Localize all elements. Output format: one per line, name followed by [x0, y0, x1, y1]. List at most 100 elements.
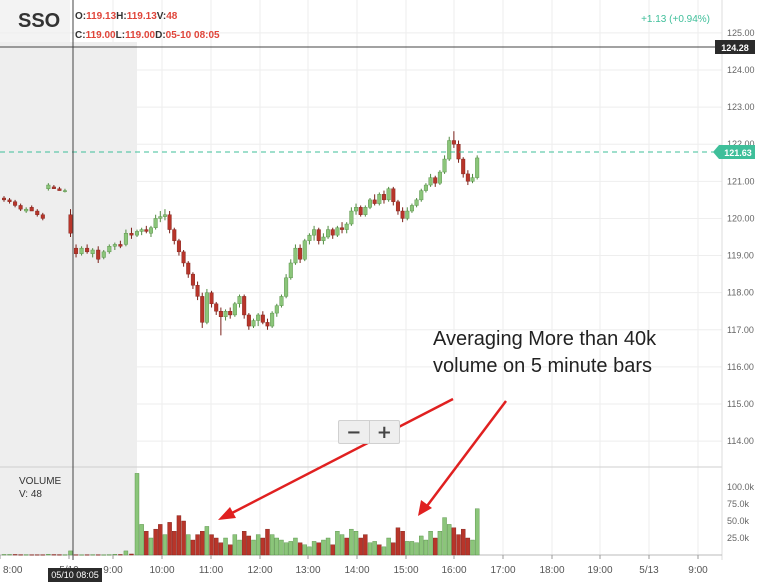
volume-bar: [302, 544, 307, 556]
candle-body: [344, 223, 349, 230]
price-tick-label: 118.00: [727, 288, 754, 298]
candle-body: [242, 296, 247, 316]
time-tick-label: 9:00: [688, 565, 708, 576]
time-tick-label: 12:00: [247, 565, 272, 576]
volume-tick-label: 75.0k: [727, 499, 750, 509]
volume-bar: [237, 539, 242, 556]
volume-bar: [414, 542, 419, 556]
candle-body: [158, 216, 163, 219]
volume-bar: [84, 554, 90, 556]
zoom-out-button[interactable]: −: [339, 421, 370, 443]
volume-bar: [311, 541, 317, 556]
volume-bar: [339, 534, 345, 556]
candle-body: [368, 199, 373, 208]
candles: [2, 131, 480, 336]
candle-body: [428, 177, 433, 186]
volume-bar: [344, 537, 349, 556]
volume-bar: [358, 537, 363, 556]
candle-body: [139, 229, 144, 232]
open-value: 119.13: [86, 11, 116, 22]
volume-bar: [307, 546, 312, 556]
volume-bar: [129, 553, 134, 556]
candle-body: [204, 292, 209, 323]
volume-tick-label: 100.0k: [727, 482, 755, 492]
candle-body: [2, 197, 6, 201]
volume-bar: [35, 554, 40, 556]
volume-bar: [73, 554, 79, 556]
close-value: 119.00: [86, 30, 116, 41]
volume-bar: [23, 554, 29, 556]
time-tick-label: 18:00: [539, 565, 564, 576]
candle-body: [437, 171, 442, 184]
volume-bar: [279, 539, 284, 556]
candle-body: [409, 205, 414, 212]
candle-body: [270, 312, 275, 327]
candle-body: [312, 229, 317, 236]
date-value: 05-10 08:05: [166, 30, 220, 41]
volume-bar: [227, 544, 233, 556]
candle-body: [167, 214, 172, 230]
volume-bar: [437, 531, 443, 556]
annotation-arrows: [218, 397, 507, 520]
volume-bar: [223, 537, 228, 556]
candle-body: [90, 249, 95, 254]
candle-body: [442, 158, 447, 173]
volume-axis-ticks: 100.0k 75.0k 50.0k 25.0k: [727, 482, 755, 543]
candle-body: [316, 229, 321, 241]
volume-bar: [265, 528, 270, 556]
volume-bar: [283, 542, 289, 556]
time-tick-label: 11:00: [199, 565, 224, 576]
volume-bar: [214, 537, 219, 556]
volume-bar: [209, 534, 214, 556]
last-price-tag: [713, 145, 755, 159]
candle-body: [470, 177, 475, 182]
candle-body: [260, 314, 265, 323]
volume-bars: [1, 473, 480, 556]
time-tick-label: 14:00: [344, 565, 369, 576]
volume-bar: [51, 554, 57, 556]
candle-body: [214, 303, 219, 312]
volume-bar: [118, 554, 123, 556]
candle-body: [200, 296, 205, 323]
candle-body: [363, 207, 368, 215]
arrow-1-shaft: [231, 397, 454, 515]
volume-bar: [96, 554, 101, 556]
zoom-in-button[interactable]: +: [376, 421, 392, 443]
candle-body: [335, 227, 340, 236]
candle-body: [358, 207, 363, 215]
candle-body: [475, 157, 480, 178]
candle-body: [29, 207, 34, 212]
ohlc-row-2: C:119.00L:119.00D:05-10 08:05: [75, 30, 220, 41]
candle-body: [386, 188, 391, 201]
volume-bar: [381, 546, 387, 556]
candle-body: [209, 292, 214, 305]
volume-bar: [232, 534, 238, 556]
volume-bar: [330, 544, 335, 556]
volume-bar: [46, 554, 51, 556]
volume-panel-title: VOLUME: [19, 476, 62, 487]
volume-bar: [349, 528, 354, 556]
candle-body: [101, 251, 106, 258]
candle-body: [330, 229, 335, 236]
volume-bar: [372, 541, 377, 556]
arrow-2-head: [418, 500, 432, 516]
candle-body: [246, 314, 251, 327]
candle-body: [68, 214, 73, 234]
volume-bar: [316, 542, 321, 556]
candle-body: [190, 273, 195, 286]
candle-body: [96, 249, 101, 260]
grid-lines: [0, 0, 722, 555]
candle-body: [112, 244, 117, 247]
volume-bar: [18, 554, 23, 556]
volume-bar: [363, 534, 368, 556]
time-tick-label: 8:00: [3, 565, 23, 576]
volume-bar: [79, 554, 84, 556]
candle-body: [251, 320, 256, 327]
crosshair-price-value: 124.28: [721, 43, 749, 53]
high-value: 119.13: [127, 11, 157, 22]
volume-value: 48: [166, 11, 178, 22]
price-tick-label: 114.00: [727, 436, 754, 446]
price-tick-label: 119.00: [727, 251, 754, 261]
price-axis-ticks: 125.00 124.00 123.00 122.00 121.00 120.00 119.…: [727, 28, 755, 446]
